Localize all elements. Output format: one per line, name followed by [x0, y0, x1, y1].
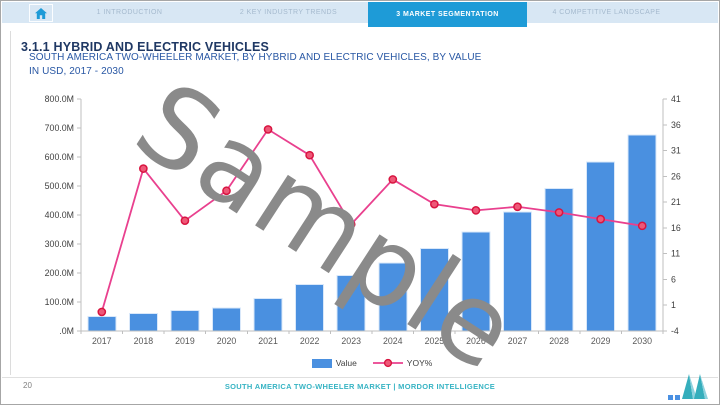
x-axis-year-label: 2024: [383, 336, 403, 346]
left-axis-tick-label: 400.0M: [45, 210, 74, 220]
nav-tab-key-industry-trends[interactable]: 2 KEY INDUSTRY TRENDS: [239, 9, 338, 16]
yoy-marker-2029: [596, 214, 605, 224]
x-axis-year-label: 2021: [258, 336, 278, 346]
left-axis-tick-label: 600.0M: [45, 152, 74, 162]
x-axis-year-label: 2026: [466, 336, 486, 346]
right-axis-tick-label: 16: [671, 223, 681, 233]
footer-divider: [2, 377, 718, 378]
right-axis-tick-label: 11: [671, 249, 680, 259]
left-axis-tick-label: 700.0M: [45, 123, 74, 133]
value-bar-2023: [336, 275, 366, 332]
legend-label-value: Value: [335, 358, 357, 368]
nav-tab-competitive-landscape[interactable]: 4 COMPETITIVE LANDSCAPE: [552, 9, 661, 16]
left-axis-tick-label: 100.0M: [45, 297, 74, 307]
value-bar-2029: [586, 161, 616, 332]
right-axis-tick-label: 36: [671, 120, 681, 130]
logo-squares: [668, 395, 680, 400]
page-number: 20: [23, 381, 32, 390]
x-axis-year-label: 2022: [300, 336, 320, 346]
home-icon: [35, 7, 47, 19]
combo-chart: 800.0M 700.0M 600.0M 500.0M 400.0M 300.0M 200.…: [45, 94, 681, 346]
legend-label-yoy: YOY%: [406, 358, 433, 368]
value-bar-2027: [503, 211, 532, 332]
yoy-marker-2024: [388, 175, 398, 184]
nav-tab-introduction[interactable]: 1 INTRODUCTION: [96, 9, 163, 16]
chart-title-line1: SOUTH AMERICA TWO-WHEELER MARKET, BY HYB…: [29, 52, 482, 63]
yoy-line: [100, 128, 643, 313]
yoy-marker-2026: [471, 206, 481, 215]
value-bar-2026: [461, 231, 491, 332]
x-axis-year-label: 2027: [508, 336, 528, 346]
x-axis-year-label: 2029: [591, 336, 611, 346]
right-axis-tick-label: 31: [671, 146, 681, 156]
legend-item-yoy: YOY%: [372, 358, 433, 368]
value-bar-2024: [378, 262, 408, 332]
chart-title: SOUTH AMERICA TWO-WHEELER MARKET, BY HYB…: [29, 51, 481, 78]
left-axis-tick-label: 200.0M: [45, 268, 74, 278]
x-axis-year-label: 2019: [175, 336, 195, 346]
right-axis-tick-label: 41: [671, 94, 681, 104]
home-button[interactable]: [29, 4, 53, 22]
yoy-marker-2019: [180, 216, 190, 226]
left-axis-tick-label: .0M: [59, 326, 74, 336]
value-bar-swatch: [311, 358, 332, 368]
yoy-marker-2018: [139, 164, 148, 173]
x-axis-year-label: 2017: [92, 336, 112, 346]
value-bar-2025: [419, 247, 449, 332]
value-bar-2020: [212, 307, 241, 332]
right-axis-tick-label: 6: [671, 274, 676, 284]
top-nav-bar: 1 INTRODUCTION 2 KEY INDUSTRY TRENDS 3 M…: [2, 2, 718, 27]
left-axis-tick-label: 500.0M: [45, 181, 74, 191]
yoy-marker-2023: [346, 219, 356, 229]
chart-title-line2: IN USD, 2017 - 2030: [29, 65, 124, 77]
x-axis-year-label: 2030: [632, 336, 652, 346]
footer-text: SOUTH AMERICA TWO-WHEELER MARKET | MORDO…: [224, 382, 496, 391]
chart-legend: Value YOY%: [81, 358, 663, 368]
value-bar-2022: [295, 284, 325, 332]
x-axis-year-label: 2023: [341, 336, 361, 346]
x-axis-year-label: 2028: [549, 336, 569, 346]
value-bar-2030: [627, 134, 657, 332]
yoy-line-swatch: [372, 358, 403, 368]
yoy-marker-2027: [513, 202, 522, 212]
yoy-marker-2030: [637, 221, 647, 231]
value-bar-2017: [87, 316, 117, 332]
yoy-marker-2028: [554, 208, 564, 217]
right-axis-tick-label: 21: [671, 197, 681, 207]
value-bar-2019: [170, 309, 200, 332]
mordor-intelligence-logo-icon: [682, 374, 708, 399]
right-axis-tick-label: 26: [671, 171, 681, 181]
nav-tab-market-segmentation[interactable]: 3 MARKET SEGMENTATION: [368, 2, 527, 27]
nav-tabs: 1 INTRODUCTION 2 KEY INDUSTRY TRENDS 3 M…: [50, 2, 686, 27]
yoy-marker-2017: [97, 307, 107, 317]
legend-item-value: Value: [311, 358, 357, 368]
yoy-marker-2025: [430, 199, 439, 209]
slide-title: 3.1.1 HYBRID AND ELECTRIC VEHICLES: [21, 40, 270, 55]
x-axis-year-label: 2025: [425, 336, 445, 346]
yoy-marker-2021: [263, 125, 273, 134]
value-bar-2018: [128, 313, 158, 332]
left-axis-tick-label: 800.0M: [45, 94, 74, 104]
right-axis-tick-label: 1: [671, 300, 676, 310]
left-edge-rule: [10, 31, 11, 375]
yoy-marker-2022: [305, 150, 314, 160]
value-bar-2021: [253, 298, 283, 332]
x-axis-year-label: 2018: [134, 336, 154, 346]
x-axis-year-label: 2020: [217, 336, 237, 346]
left-axis-tick-label: 300.0M: [45, 239, 74, 249]
right-axis-tick-label: -4: [671, 326, 679, 336]
yoy-marker-2020: [222, 186, 231, 196]
